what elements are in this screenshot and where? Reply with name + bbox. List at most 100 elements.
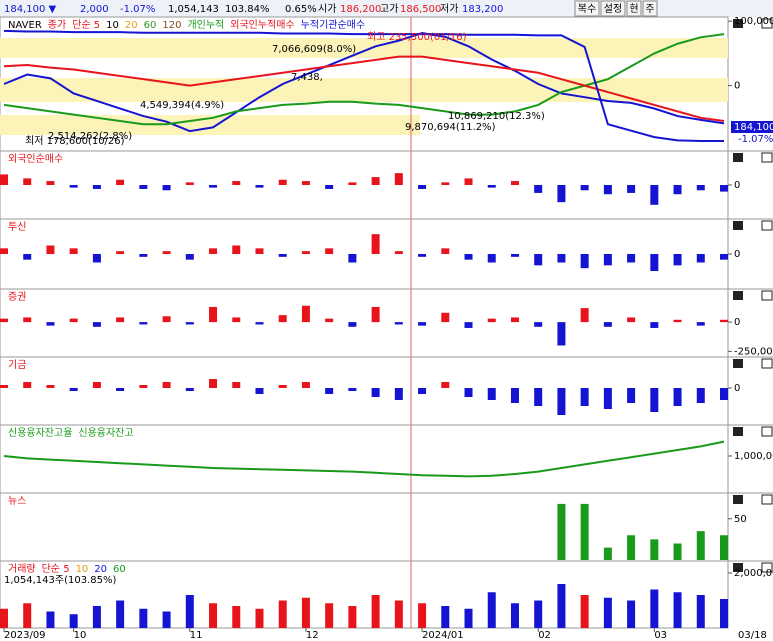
bar (162, 185, 171, 191)
button[interactable] (574, 0, 600, 17)
bar (92, 185, 101, 189)
bar (580, 254, 589, 269)
bar (348, 606, 357, 628)
bar (325, 603, 334, 628)
bar (116, 179, 125, 185)
button[interactable] (626, 0, 642, 17)
bar (209, 306, 218, 323)
toolbar-text: 184,100 ▼ (4, 4, 57, 15)
bar (232, 606, 241, 628)
bar (255, 388, 264, 394)
toolbar-text: 저가 (440, 3, 458, 15)
x-tick-label: 10 (74, 630, 87, 641)
legend-title: 투신 (8, 221, 26, 233)
bar (301, 181, 310, 185)
bar (69, 318, 78, 323)
bar (278, 600, 287, 628)
bar (185, 388, 194, 391)
bar (371, 595, 380, 628)
y-tick-label: 100,000,00 (734, 16, 773, 27)
bar (46, 611, 55, 628)
bar (464, 254, 473, 260)
panel-icon[interactable] (733, 427, 743, 436)
bar (209, 248, 218, 254)
button[interactable] (642, 0, 658, 17)
legend-entry: 신용융자잔고 (78, 427, 133, 439)
bar (487, 388, 496, 400)
bar (232, 317, 241, 323)
annotation: 최고 235,500(01/16) (367, 31, 467, 43)
panel-icon[interactable] (761, 426, 773, 437)
bar (116, 600, 125, 628)
bar (557, 185, 566, 203)
bar (603, 547, 612, 560)
panel-icon[interactable] (761, 220, 773, 231)
button-label: 설정 (604, 3, 622, 15)
bar (348, 182, 357, 185)
bar (627, 600, 636, 628)
annotation: 7,438, (291, 72, 323, 83)
toolbar-text: 0.65% (285, 4, 317, 15)
panel-icon[interactable] (733, 359, 743, 368)
price-badge-text: 184,100 (734, 122, 773, 133)
bar (603, 254, 612, 266)
bar (371, 177, 380, 185)
y-tick-label: 50 (734, 514, 747, 525)
legend-entry: 단순 5 (72, 19, 100, 31)
panel-icon[interactable] (761, 18, 773, 29)
legend-title: 증권 (8, 291, 26, 303)
bar (534, 600, 543, 628)
bar (69, 248, 78, 254)
bar (696, 254, 705, 263)
series-line (3, 33, 725, 126)
button-label: 복수 (578, 3, 596, 15)
panel-icon[interactable] (761, 152, 773, 163)
bar (580, 595, 589, 628)
panel-icon[interactable] (733, 221, 743, 230)
panel-icon[interactable] (761, 562, 773, 573)
annotation: 2,514,262(2.8%) (48, 131, 132, 142)
annotation: 최저 178,600(10/26) (25, 135, 125, 147)
bar (232, 245, 241, 254)
bar (255, 248, 264, 254)
panel-icon[interactable] (733, 495, 743, 504)
bar (650, 185, 659, 205)
panel-icon[interactable] (761, 358, 773, 369)
bar (255, 608, 264, 628)
bar (464, 322, 473, 328)
bar (278, 254, 287, 257)
bar (534, 388, 543, 406)
bar (394, 600, 403, 628)
bar (603, 597, 612, 628)
bar (441, 248, 450, 254)
bar (139, 185, 148, 189)
bar (534, 254, 543, 266)
legend-entry: 10 (76, 564, 89, 575)
panel-icon[interactable] (733, 19, 743, 28)
bar (627, 317, 636, 323)
panel-icon[interactable] (733, 291, 743, 300)
bar (580, 185, 589, 191)
panel-icon[interactable] (761, 290, 773, 301)
panel-icon[interactable] (733, 153, 743, 162)
bar (46, 322, 55, 326)
bar (278, 315, 287, 323)
bar (232, 181, 241, 185)
bar (69, 185, 78, 188)
bar (92, 254, 101, 263)
x-tick-label: 03 (654, 630, 667, 641)
bar (487, 185, 496, 188)
bar (394, 251, 403, 254)
button[interactable] (600, 0, 626, 17)
bar (627, 185, 636, 193)
x-tick-label: 11 (190, 630, 203, 641)
bar (603, 185, 612, 195)
panel-icon[interactable] (761, 494, 773, 505)
bar (673, 592, 682, 628)
bar (139, 254, 148, 257)
bar (46, 245, 55, 254)
x-tick-label: 12 (306, 630, 319, 641)
bar (696, 531, 705, 560)
panel-icon[interactable] (733, 563, 743, 572)
bar (510, 388, 519, 403)
